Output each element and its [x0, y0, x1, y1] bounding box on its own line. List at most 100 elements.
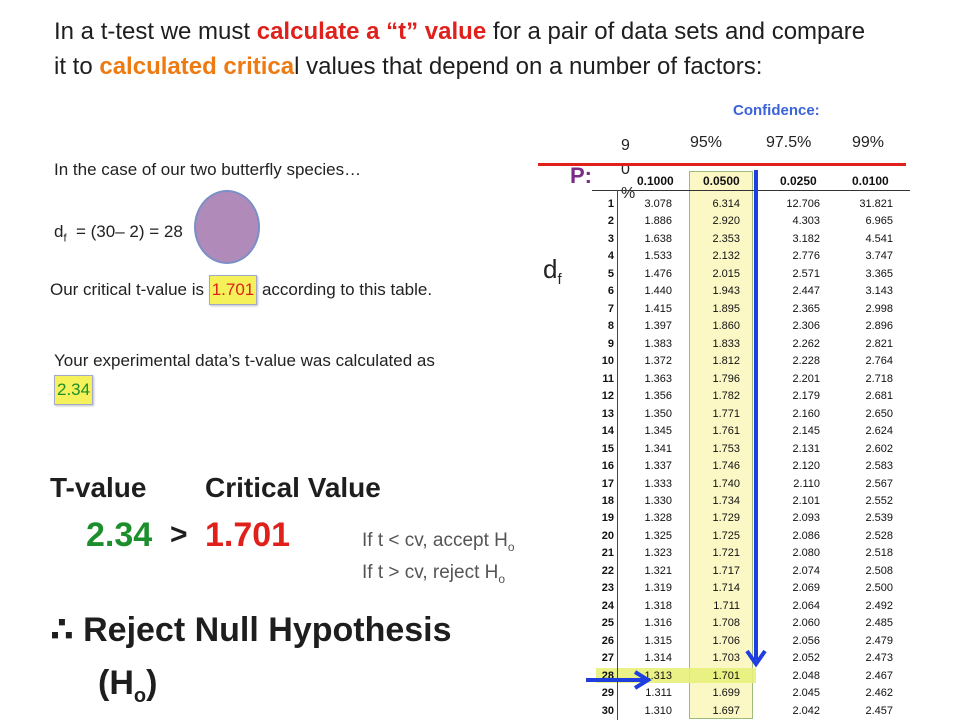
table-cell: 1.721 — [712, 547, 740, 560]
butterfly-line: In the case of our two butterfly species… — [54, 160, 362, 179]
table-cell: 6.965 — [865, 215, 893, 228]
table-cell: 3.747 — [865, 250, 893, 263]
table-cell: 2.306 — [792, 320, 820, 333]
percent-99: 99% — [852, 134, 885, 151]
conclusion-h-sub: o — [133, 684, 147, 707]
intro-part-5: l values that depend on a number of fact… — [294, 53, 763, 80]
table-cell: 1.895 — [712, 302, 740, 315]
table-cell: 1.311 — [645, 687, 672, 700]
table-cell: 1.701 — [712, 669, 740, 682]
table-cell: 2.681 — [865, 390, 893, 403]
table-cell: 2.567 — [865, 477, 893, 490]
col-header-0500: 0.0500 — [703, 174, 740, 188]
table-cell: 2.602 — [865, 442, 893, 455]
tvalue-label: T-value — [50, 472, 147, 503]
table-cell: 1.697 — [712, 704, 740, 717]
table-cell: 1.533 — [644, 250, 672, 263]
table-cell: 1.717 — [712, 564, 740, 577]
rule-reject: If t > cv, reject Ho — [362, 560, 515, 592]
table-cell: 1.729 — [712, 512, 740, 525]
table-row: 28 1.313 1.701 2.048 2.467 — [0, 668, 960, 686]
table-cell: 2.583 — [865, 460, 893, 473]
table-cell: 1.315 — [644, 634, 672, 647]
table-row: 26 1.315 1.706 2.056 2.479 — [0, 633, 960, 651]
col-header-0100: 0.1000 — [637, 174, 674, 188]
experimental-highlight: 2.34 — [54, 375, 94, 405]
table-cell: 2.473 — [865, 652, 893, 665]
table-row: 21 1.323 1.721 2.080 2.518 — [0, 545, 960, 563]
table-row: 5 1.476 2.015 2.571 3.365 — [0, 266, 960, 284]
table-row: 14 1.345 1.761 2.145 2.624 — [0, 423, 960, 441]
table-row: 9 1.383 1.833 2.262 2.821 — [0, 336, 960, 354]
df-sub: f — [63, 232, 67, 245]
table-row: 23 1.319 1.714 2.069 2.500 — [0, 580, 960, 598]
table-row: 13 1.350 1.771 2.160 2.650 — [0, 406, 960, 424]
df-axis-d: d — [543, 254, 558, 284]
table-cell: 2.552 — [865, 494, 893, 507]
rule-reject-sub: o — [498, 571, 506, 586]
table-cell: 1.328 — [644, 512, 672, 525]
table-cell: 1.734 — [712, 494, 740, 507]
table-cell: 2.718 — [865, 372, 893, 385]
tvalue-number: 2.34 — [86, 516, 153, 554]
table-cell: 1.356 — [644, 390, 672, 403]
df-cell: 1 — [607, 198, 614, 210]
table-cell: 4.541 — [865, 232, 893, 245]
confidence-heading: Confidence: — [733, 102, 820, 119]
p-label: P: — [570, 163, 592, 188]
arrow-right-head-icon — [633, 670, 652, 690]
table-cell: 1.363 — [644, 372, 672, 385]
table-cell: 2.060 — [792, 617, 820, 630]
header-rule — [592, 190, 910, 191]
table-cell: 2.500 — [865, 582, 893, 595]
table-cell: 1.319 — [644, 582, 672, 595]
table-cell: 1.397 — [644, 320, 672, 333]
conclusion-line-2: (Ho) — [98, 664, 157, 708]
table-cell: 1.706 — [712, 634, 740, 647]
critical-text: Our critical t-value is 1.701 according … — [50, 275, 460, 305]
table-cell: 1.714 — [712, 582, 740, 595]
df-cell: 25 — [601, 617, 614, 630]
table-row: 16 1.337 1.746 2.120 2.583 — [0, 458, 960, 476]
table-cell: 3.143 — [865, 285, 893, 298]
table-cell: 2.052 — [792, 652, 820, 665]
table-cell: 1.771 — [712, 407, 740, 420]
column-highlight — [689, 171, 753, 719]
table-cell: 3.365 — [865, 267, 893, 280]
table-cell: 1.761 — [712, 425, 740, 438]
table-cell: 2.093 — [792, 512, 820, 525]
table-row: 17 1.333 1.740 2.110 2.567 — [0, 476, 960, 494]
table-cell: 2.353 — [712, 232, 740, 245]
partial-pct-2: 0 — [621, 161, 630, 178]
df-cell: 12 — [601, 390, 614, 403]
df-cell: 14 — [601, 425, 614, 438]
df-cell: 15 — [601, 442, 614, 455]
table-cell: 1.325 — [644, 529, 672, 542]
rule-reject-text: If t > cv, reject H — [362, 561, 499, 583]
df-cell: 17 — [601, 477, 614, 490]
table-cell: 2.086 — [792, 529, 820, 542]
intro-part-3: for a pair of data sets and compare it t… — [54, 18, 866, 80]
table-row: 8 1.397 1.860 2.306 2.896 — [0, 318, 960, 336]
conclusion-line-1: ∴ Reject Null Hypothesis — [50, 611, 452, 649]
table-cell: 1.333 — [644, 477, 672, 490]
table-cell: 1.415 — [644, 302, 672, 315]
table-cell: 2.571 — [792, 267, 820, 280]
df-cell: 10 — [601, 355, 614, 368]
table-cell: 2.145 — [792, 425, 820, 438]
df-cell: 28 — [601, 669, 614, 682]
table-cell: 1.711 — [713, 599, 740, 612]
table-cell: 1.341 — [644, 442, 672, 455]
table-cell: 2.821 — [865, 337, 893, 350]
table-cell: 2.120 — [792, 460, 820, 473]
table-cell: 1.796 — [712, 372, 740, 385]
table-cell: 1.337 — [644, 460, 672, 473]
critical-value-label: Critical Value — [205, 472, 381, 503]
table-cell: 1.345 — [644, 425, 672, 438]
col-header-0100b: 0.0100 — [852, 174, 889, 188]
df-cell: 18 — [601, 494, 614, 507]
experimental-pre: Your experimental data’s t-value was cal… — [54, 351, 435, 370]
critical-post: according to this table. — [257, 280, 433, 299]
table-cell: 2.920 — [712, 215, 740, 228]
critical-number: 1.701 — [205, 516, 291, 554]
